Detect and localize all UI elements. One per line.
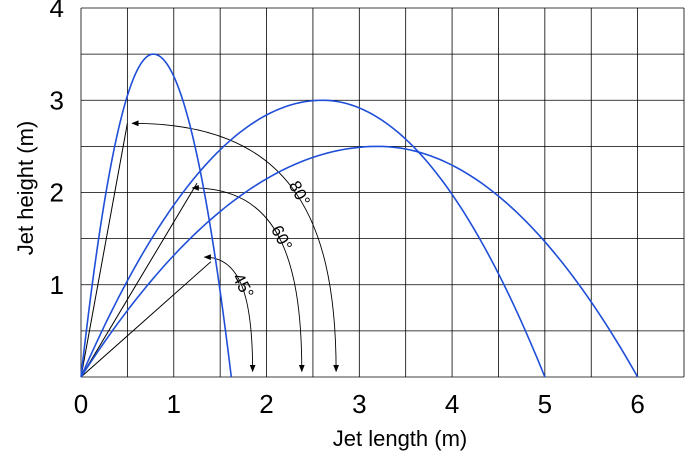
- trajectory-curves: [80, 53, 639, 378]
- y-tick-label: 4: [50, 0, 64, 23]
- launch-line: [80, 261, 212, 378]
- angle-label: 80°: [285, 178, 314, 210]
- x-tick-label: 4: [445, 389, 459, 419]
- x-tick-label: 5: [538, 389, 552, 419]
- angle-label: 45°: [229, 270, 258, 302]
- x-tick-label: 3: [352, 389, 366, 419]
- trajectory-45deg: [80, 145, 639, 378]
- angle-label: 60°: [267, 222, 296, 254]
- tick-labels: 0 1 2 3 4 5 6 1 2 3 4: [50, 0, 645, 419]
- launch-lines: [80, 123, 212, 378]
- x-tick-label: 2: [259, 389, 273, 419]
- x-tick-label: 1: [167, 389, 181, 419]
- x-tick-label: 6: [630, 389, 644, 419]
- trajectory-60deg: [80, 99, 546, 378]
- grid: [80, 7, 685, 378]
- x-tick-label: 0: [74, 389, 88, 419]
- y-axis-label: Jet height (m): [13, 121, 38, 256]
- angle-arc-60°: [191, 185, 305, 373]
- trajectory-80deg: [80, 53, 233, 378]
- x-axis-label: Jet length (m): [333, 426, 468, 451]
- launch-line: [80, 123, 128, 378]
- y-tick-label: 3: [50, 85, 64, 115]
- y-tick-label: 1: [50, 270, 64, 300]
- y-tick-label: 2: [50, 178, 64, 208]
